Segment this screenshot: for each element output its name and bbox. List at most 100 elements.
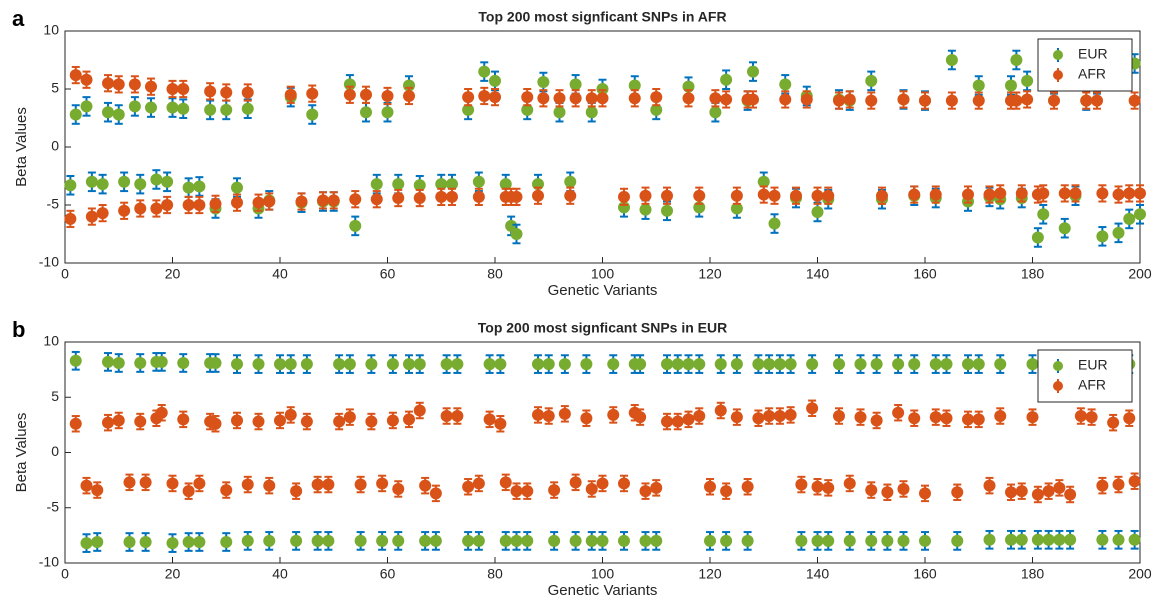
point [569, 92, 582, 105]
point [419, 534, 432, 547]
y-tick-label: -10 [39, 254, 59, 270]
point [204, 103, 217, 116]
point [897, 482, 910, 495]
y-axis-label: Beta Values [13, 413, 30, 493]
point [118, 175, 131, 188]
point [790, 189, 802, 202]
y-tick-label: -10 [39, 554, 59, 570]
point [1005, 533, 1017, 546]
point [284, 408, 297, 421]
point [386, 414, 399, 427]
plot-frame [64, 341, 1141, 564]
point [1080, 94, 1093, 107]
point [704, 480, 716, 493]
point [349, 219, 362, 232]
point [1010, 94, 1023, 107]
point [145, 101, 157, 114]
point [532, 358, 544, 371]
point [940, 358, 953, 371]
point [650, 91, 663, 104]
panel-label: a [12, 6, 25, 31]
point [365, 415, 378, 428]
point [865, 74, 878, 87]
point [419, 479, 432, 492]
point [784, 358, 797, 371]
x-tick-label: 80 [487, 266, 503, 282]
point [747, 65, 759, 78]
point [741, 480, 754, 493]
point [413, 358, 426, 371]
point [811, 534, 824, 547]
point [128, 100, 141, 113]
point [145, 80, 157, 93]
x-tick-label: 100 [591, 266, 615, 282]
point [553, 106, 566, 119]
y-tick-label: 0 [51, 443, 59, 459]
point [865, 94, 878, 107]
point [972, 358, 985, 371]
point [472, 477, 485, 490]
point [1096, 479, 1109, 492]
point [462, 91, 475, 104]
point [972, 94, 985, 107]
point [1064, 488, 1077, 501]
point [596, 83, 609, 95]
point [1096, 533, 1109, 546]
legend-marker [1053, 381, 1063, 391]
point [403, 89, 415, 102]
point [478, 65, 491, 78]
y-axis-label: Beta Values [13, 107, 30, 187]
point [795, 478, 808, 491]
point [537, 92, 550, 105]
point [284, 358, 297, 371]
point [462, 103, 475, 116]
point [1031, 488, 1044, 501]
point [532, 189, 544, 202]
point [558, 407, 571, 420]
point [403, 358, 415, 371]
point [494, 358, 507, 371]
legend-label: AFR [1078, 377, 1106, 393]
point [1037, 187, 1050, 200]
point [865, 534, 878, 547]
point [274, 358, 286, 371]
point [1053, 481, 1066, 494]
point [1005, 79, 1017, 92]
point [1053, 533, 1066, 546]
point [134, 202, 147, 215]
point [139, 476, 152, 489]
point [252, 358, 265, 371]
point [1128, 94, 1141, 107]
x-tick-label: 180 [1021, 266, 1045, 282]
point [1026, 358, 1039, 371]
point [763, 410, 776, 423]
point [134, 178, 147, 191]
point [139, 536, 152, 549]
point [370, 193, 383, 206]
point [1091, 94, 1103, 107]
point [752, 358, 765, 371]
point [661, 204, 673, 217]
point [1085, 411, 1098, 424]
point [682, 413, 695, 426]
panel-label: b [12, 317, 25, 342]
point [182, 181, 195, 194]
point [128, 78, 141, 91]
point [102, 77, 114, 90]
point [118, 204, 131, 217]
point [209, 417, 222, 430]
point [413, 404, 426, 417]
point [671, 358, 684, 371]
point [161, 199, 174, 211]
point [908, 358, 921, 371]
point [483, 413, 496, 426]
x-tick-label: 180 [1021, 566, 1045, 582]
point [532, 408, 544, 421]
point [945, 54, 958, 66]
point [908, 188, 921, 201]
point [317, 194, 329, 207]
point [558, 358, 571, 371]
point [193, 199, 206, 211]
point [628, 92, 641, 105]
point [96, 178, 109, 191]
